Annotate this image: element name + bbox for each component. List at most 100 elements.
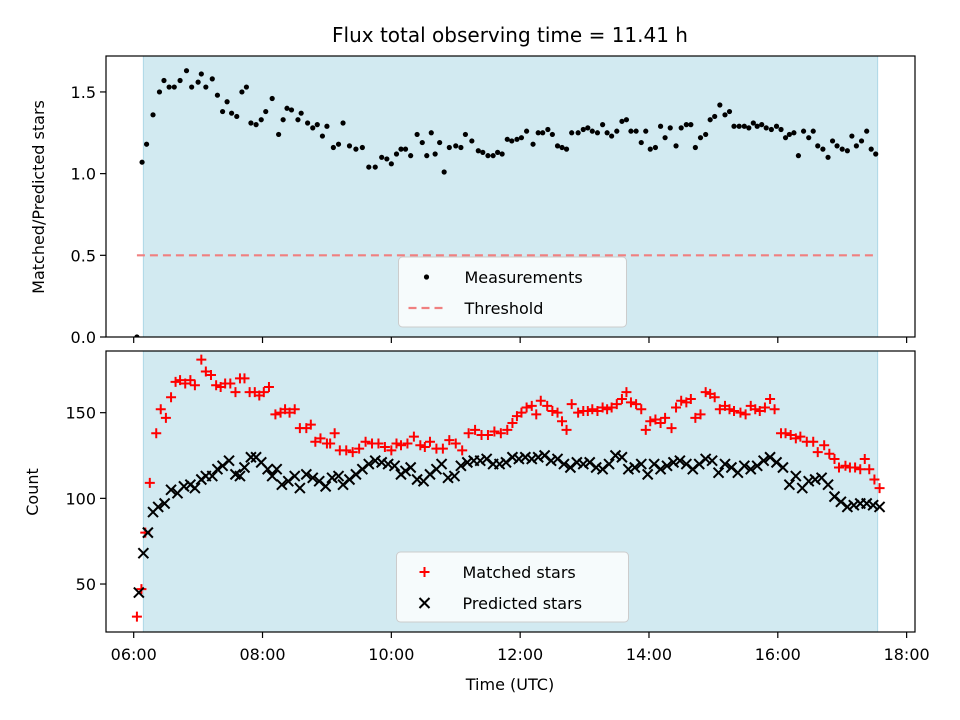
data-point xyxy=(692,144,698,151)
data-point xyxy=(840,460,851,471)
y-tick-label: 150 xyxy=(65,404,96,423)
data-point xyxy=(142,526,154,539)
data-point xyxy=(319,480,332,493)
ratio-panel: 0.0 0.5 1.0 1.5 Measurements Threshold xyxy=(71,55,916,347)
data-point xyxy=(177,77,183,84)
data-point xyxy=(499,151,505,157)
data-point xyxy=(314,122,320,128)
data-point xyxy=(243,84,250,90)
data-point xyxy=(444,435,455,446)
y-tick-label: 1.5 xyxy=(71,83,96,102)
data-point xyxy=(203,84,209,90)
data-point xyxy=(768,126,774,133)
data-point xyxy=(305,120,311,126)
data-point xyxy=(189,380,200,391)
x-axis-label: Time (UTC) xyxy=(465,675,554,694)
data-point xyxy=(402,146,409,152)
data-point xyxy=(359,144,365,151)
data-point xyxy=(463,428,474,439)
data-point xyxy=(507,417,518,428)
data-point xyxy=(295,117,301,123)
data-point xyxy=(697,135,704,141)
data-point xyxy=(391,438,402,449)
data-point xyxy=(790,470,802,482)
y-tick-label: 1.0 xyxy=(71,165,96,184)
data-point xyxy=(873,151,879,157)
data-point xyxy=(363,458,375,470)
data-point xyxy=(175,375,186,386)
data-point xyxy=(234,470,246,482)
data-point xyxy=(263,108,269,115)
data-point xyxy=(833,462,844,473)
plot-area xyxy=(131,354,886,622)
data-point xyxy=(441,169,447,175)
data-point xyxy=(554,143,561,149)
data-point xyxy=(379,154,385,160)
ratio-panel-y-axis-label: Matched/Predicted stars xyxy=(29,100,48,294)
data-point xyxy=(585,125,591,131)
data-point xyxy=(369,454,381,467)
x-tick-label: 18:00 xyxy=(884,645,930,664)
data-point xyxy=(183,68,190,74)
data-point xyxy=(602,404,613,415)
plot-area xyxy=(134,68,879,337)
data-point xyxy=(158,497,171,510)
data-point xyxy=(156,89,163,95)
data-point xyxy=(437,443,448,454)
data-point xyxy=(469,138,475,144)
data-point xyxy=(519,451,532,463)
data-point xyxy=(822,478,834,491)
data-point xyxy=(782,135,789,141)
count-panel-y-axis-label: Count xyxy=(23,468,42,516)
data-point xyxy=(329,428,340,439)
data-point xyxy=(824,448,835,459)
data-point xyxy=(754,405,765,416)
legend-marker xyxy=(418,597,431,609)
data-point xyxy=(509,138,515,144)
data-point xyxy=(589,128,595,134)
data-point xyxy=(294,482,306,494)
data-point xyxy=(398,146,404,152)
data-point xyxy=(643,128,649,134)
series-matched-stars xyxy=(131,354,885,622)
data-point xyxy=(143,141,150,147)
data-point xyxy=(800,128,807,134)
data-point xyxy=(629,461,641,474)
data-point xyxy=(450,438,461,449)
data-point xyxy=(587,404,598,415)
data-point xyxy=(205,369,216,380)
data-point xyxy=(600,122,606,128)
data-point xyxy=(873,501,886,513)
data-point xyxy=(347,447,358,458)
data-point xyxy=(729,405,740,416)
data-point xyxy=(152,501,164,513)
data-point xyxy=(678,125,684,131)
data-point xyxy=(806,135,812,141)
data-point xyxy=(396,440,407,451)
data-point xyxy=(773,123,780,129)
data-point xyxy=(839,146,845,152)
data-point xyxy=(239,373,250,384)
data-point xyxy=(647,146,653,152)
legend-label: Predicted stars xyxy=(463,594,583,613)
data-point xyxy=(475,148,481,154)
data-point xyxy=(214,92,221,98)
data-point xyxy=(662,135,668,141)
data-point xyxy=(373,438,384,449)
data-point xyxy=(812,447,823,458)
data-point xyxy=(622,463,635,475)
data-point xyxy=(225,378,236,389)
data-point xyxy=(532,451,544,463)
data-point xyxy=(319,133,326,139)
data-point xyxy=(635,458,647,470)
data-point xyxy=(513,453,525,465)
data-point xyxy=(557,416,568,427)
data-point xyxy=(239,89,245,95)
data-point xyxy=(621,387,632,398)
data-point xyxy=(490,153,496,159)
data-point xyxy=(341,445,352,456)
data-point xyxy=(229,110,235,116)
legend: Matched stars Predicted stars xyxy=(396,551,629,623)
data-point xyxy=(404,461,417,474)
data-point xyxy=(540,130,546,136)
